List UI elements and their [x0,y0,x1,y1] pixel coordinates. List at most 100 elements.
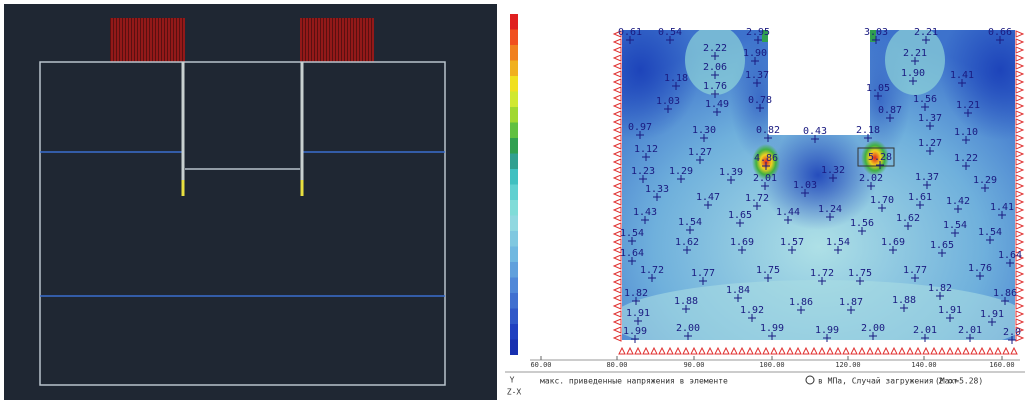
stress-label: 1.27 [688,147,712,158]
stress-label: 1.92 [740,305,764,316]
stress-label: 1.75 [756,265,780,276]
axis-zx: Z-X [507,388,522,397]
stress-label: 1.23 [631,166,655,177]
scale-swatch [510,76,518,92]
stress-label: 0.78 [748,95,772,106]
stress-label: 2.02 [859,173,883,184]
axis-tick-label: 160.00 [989,361,1014,369]
stress-label: 1.76 [968,263,992,274]
stress-label: 1.90 [743,48,767,59]
stress-label: 1.27 [918,138,942,149]
scale-swatch [510,231,518,247]
stress-label: 1.54 [678,217,702,228]
stress-label: 1.41 [950,70,974,81]
stress-label: 4.86 [754,153,778,164]
stress-label: 1.88 [674,296,698,307]
stress-label: 1.30 [692,125,716,136]
stress-label: 2.0 [1003,327,1021,338]
stress-label: 2.95 [746,27,770,38]
axis-tick-label: 100.00 [759,361,784,369]
stress-label: 1.18 [664,73,688,84]
stress-label: 1.41 [990,202,1014,213]
stress-label: 1.54 [620,228,644,239]
stress-label: 0.82 [756,125,780,136]
scale-swatch [510,61,518,77]
scale-swatch [510,185,518,201]
stress-label: 0.54 [658,27,682,38]
screen: Y Z-X макс. приведенные напряжения в эле… [0,0,1025,403]
axis-tick-label: 60.00 [530,361,551,369]
stress-label: 1.77 [691,268,715,279]
stress-label: 1.43 [633,207,657,218]
stress-label: 1.57 [780,237,804,248]
stress-label: 1.21 [956,100,980,111]
stress-label: 1.82 [624,288,648,299]
stress-label: 1.62 [896,213,920,224]
scale-swatch [510,92,518,108]
stress-label: 1.84 [726,285,750,296]
stress-label: 1.99 [815,325,839,336]
stress-label: 1.54 [943,220,967,231]
scale-swatch [510,107,518,123]
stress-label: 1.70 [870,195,894,206]
stress-label: 1.42 [946,196,970,207]
scale-swatch [510,278,518,294]
stress-label: 1.24 [818,204,842,215]
scale-swatch [510,154,518,170]
stress-label: 1.69 [881,237,905,248]
stress-label: 1.29 [669,166,693,177]
stress-label: 1.47 [696,192,720,203]
stress-label: 1.32 [821,165,845,176]
scale-swatch [510,262,518,278]
stress-label: 1.72 [640,265,664,276]
stress-label: 1.76 [703,81,727,92]
stress-label: 1.03 [656,96,680,107]
stress-label: 1.77 [903,265,927,276]
scale-swatch [510,324,518,340]
stress-label: 1.75 [848,268,872,279]
stress-label: 3.03 [864,27,888,38]
scale-swatch [510,216,518,232]
stress-label: 1.91 [626,308,650,319]
scale-swatch [510,30,518,46]
stress-label: 1.99 [623,326,647,337]
cad-view [4,4,497,400]
axis-tick-label: 90.00 [683,361,704,369]
axis-tick-label: 80.00 [606,361,627,369]
stress-label: 1.91 [938,305,962,316]
stress-label: 1.72 [810,268,834,279]
stress-label: 2.21 [903,48,927,59]
stress-label: 0.87 [878,105,902,116]
scale-swatch [510,169,518,185]
stress-label: 1.99 [760,323,784,334]
stress-label: 1.65 [930,240,954,251]
stress-label: 2.00 [676,323,700,334]
color-scale [510,14,518,355]
caption: макс. приведенные напряжения в элементе [540,377,728,386]
stress-label: 1.91 [980,309,1004,320]
stress-label: 1.90 [901,68,925,79]
stress-label: 1.33 [645,184,669,195]
axis-tick-label: 140.00 [911,361,936,369]
stress-label: 1.88 [892,295,916,306]
stress-label: 2.01 [913,325,937,336]
stress-label: 1.86 [993,288,1017,299]
axis-y: Y [510,376,515,385]
axis-tick-label: 120.00 [835,361,860,369]
scale-swatch [510,247,518,263]
stress-label: 1.39 [719,167,743,178]
scale-swatch [510,123,518,139]
scale-swatch [510,200,518,216]
scale-swatch [510,14,518,30]
stress-label: 1.05 [866,83,890,94]
stress-label: 2.22 [703,43,727,54]
stress-label: 2.01 [753,173,777,184]
stress-label: 1.29 [973,175,997,186]
stress-label: 1.61 [908,192,932,203]
stress-label: 1.62 [675,237,699,248]
scale-swatch [510,45,518,61]
stress-label: 1.69 [730,237,754,248]
scale-swatch [510,293,518,309]
stress-label: 5.28 [868,152,892,163]
stress-label: 0.43 [803,126,827,137]
